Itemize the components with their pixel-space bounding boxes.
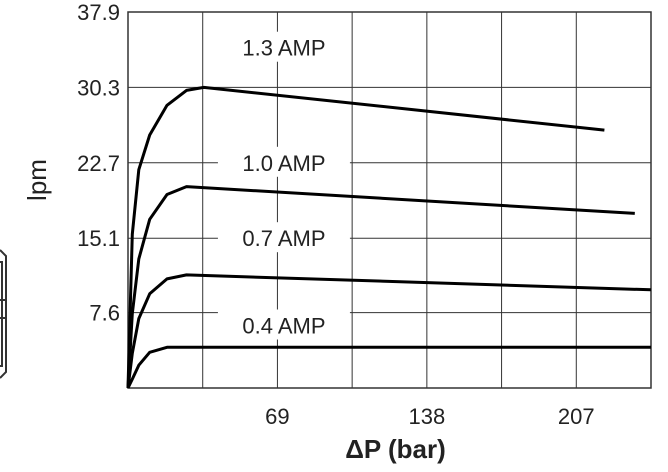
series-label-bg xyxy=(217,146,350,177)
y-tick-label: 30.3 xyxy=(77,75,120,100)
x-tick-label: 138 xyxy=(408,404,445,429)
y-tick-label: 22.7 xyxy=(77,151,120,176)
series-label: 0.7 AMP xyxy=(242,226,325,251)
series-label-bg xyxy=(217,222,350,253)
tick-labels: 7.6 15.1 22.7 30.3 37.9 69 138 207 xyxy=(77,0,594,429)
series-line-1 xyxy=(126,185,635,389)
series-labels: 1.3 AMP 1.0 AMP 0.7 AMP 0.4 AMP xyxy=(217,31,350,340)
x-tick-label: 207 xyxy=(558,404,595,429)
series-label-bg xyxy=(217,31,350,62)
y-tick-label: 7.6 xyxy=(89,301,120,326)
series-lines xyxy=(126,85,652,389)
plot-area-frame xyxy=(127,11,652,389)
series-label-bg xyxy=(217,309,350,340)
x-axis-title: ΔP (bar) xyxy=(345,434,446,464)
x-tick-label: 69 xyxy=(265,404,289,429)
y-axis-title: lpm xyxy=(22,159,52,201)
series-line-2 xyxy=(126,273,652,389)
series-label: 0.4 AMP xyxy=(242,313,325,338)
series-label: 1.0 AMP xyxy=(242,151,325,176)
series-line-0 xyxy=(126,85,605,389)
series-line-3 xyxy=(126,345,651,389)
y-tick-label: 15.1 xyxy=(77,226,120,251)
y-tick-label: 37.9 xyxy=(77,0,120,25)
grid xyxy=(128,12,651,388)
component-diagram-fragment xyxy=(0,249,7,379)
series-label: 1.3 AMP xyxy=(242,36,325,61)
